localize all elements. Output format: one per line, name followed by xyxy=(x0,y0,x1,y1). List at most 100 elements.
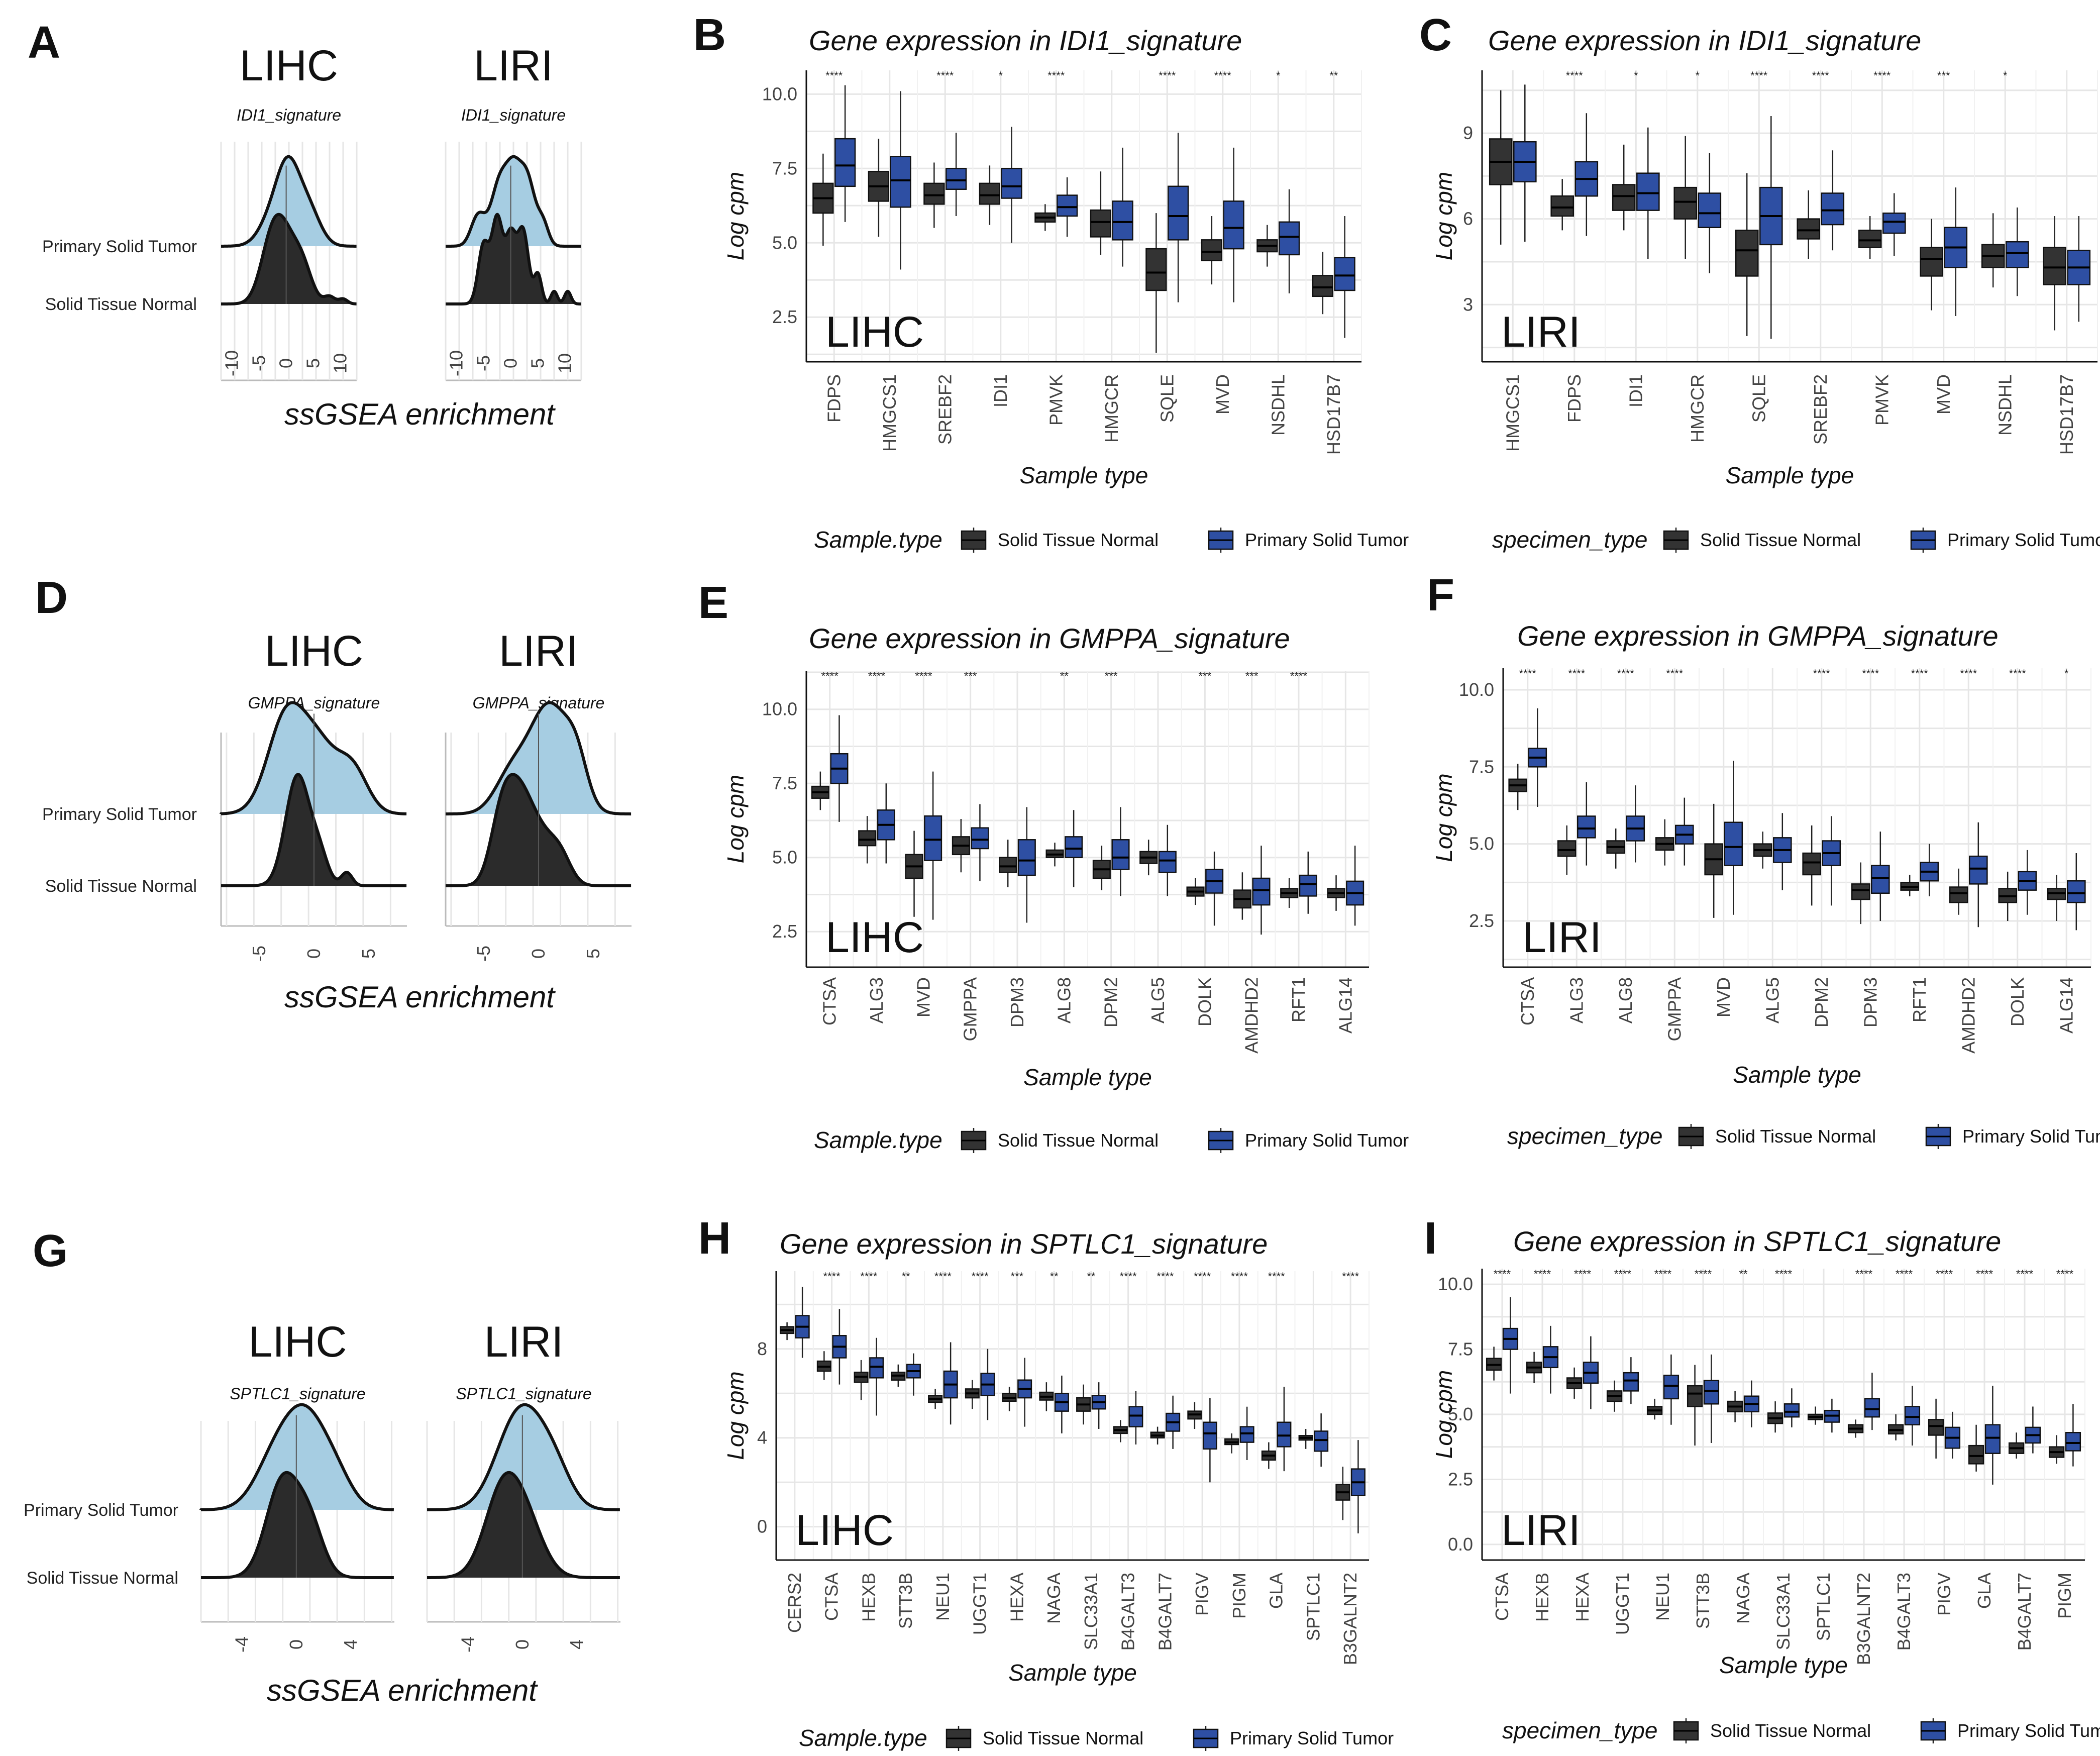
normal-box xyxy=(1928,1419,1944,1436)
significance-label: **** xyxy=(1534,1268,1551,1280)
x-tick-label: ALG3 xyxy=(866,977,887,1023)
normal-box xyxy=(1145,248,1167,291)
normal-box xyxy=(1312,275,1333,297)
x-tick-label: HMGCR xyxy=(1687,374,1708,443)
significance-label: **** xyxy=(1855,1268,1873,1280)
y-axis-title: Log cpm xyxy=(722,1371,749,1460)
y-tick-label: 2.5 xyxy=(772,921,797,942)
tumor-density-line xyxy=(220,701,407,815)
x-axis-title: ssGSEA enrichment xyxy=(267,1674,538,1707)
legend: Sample.type Solid Tissue Normal Primary So… xyxy=(814,1127,1409,1153)
x-tick-label: DPM2 xyxy=(1101,977,1121,1027)
legend-title: Sample.type xyxy=(814,527,942,553)
x-tick-label: CERS2 xyxy=(784,1573,805,1633)
panel-label: E xyxy=(698,578,728,628)
row-label: Primary Solid Tumor xyxy=(42,805,197,824)
y-tick-label: 7.5 xyxy=(772,773,797,793)
x-tick-label: HSD17B7 xyxy=(1323,374,1344,455)
x-tick-label: 0 xyxy=(276,358,296,368)
x-tick-label: HMGCR xyxy=(1101,374,1122,443)
ridge-panel-G: G Primary Solid Tumor Solid Tissue Normal L… xyxy=(24,1226,620,1707)
significance-label: **** xyxy=(2056,1268,2074,1280)
x-tick-label: STT3B xyxy=(1693,1573,1713,1629)
tumor-box xyxy=(1703,1380,1720,1405)
tumor-box xyxy=(1057,194,1078,217)
normal-box xyxy=(1090,209,1111,238)
x-tick-label: B3GALNT2 xyxy=(1340,1573,1360,1665)
x-tick-label: UGGT1 xyxy=(1612,1573,1633,1635)
inset-label: LIRI xyxy=(1522,913,1602,962)
normal-box xyxy=(923,182,945,205)
x-tick-label: 4 xyxy=(566,1639,587,1649)
ridge-facet: LIHC GMPPA_signature -5 0 5 xyxy=(220,627,407,962)
y-tick-label: 10.0 xyxy=(1438,1274,1473,1294)
significance-label: **** xyxy=(1268,1270,1286,1283)
normal-density xyxy=(446,214,581,304)
significance-label: **** xyxy=(1775,1268,1793,1280)
y-tick-label: 2.5 xyxy=(1448,1469,1473,1489)
tumor-box xyxy=(1001,168,1022,199)
x-tick-label: HEXA xyxy=(1572,1573,1593,1622)
ridge-panel-D: D Primary Solid Tumor Solid Tissue Normal L… xyxy=(35,573,632,1014)
x-axis-title: Sample type xyxy=(1733,1062,1861,1088)
x-tick-label: SQLE xyxy=(1748,374,1769,423)
tumor-density xyxy=(446,156,581,246)
x-tick-label: AMDHD2 xyxy=(1241,977,1262,1054)
significance-label: **** xyxy=(972,1270,989,1283)
significance-label: **** xyxy=(1214,69,1232,82)
tumor-box xyxy=(890,156,911,208)
legend-title: Sample.type xyxy=(799,1725,927,1751)
legend-label-tumor: Primary Solid Tumor xyxy=(1957,1720,2100,1741)
x-tick-label: PIGV xyxy=(1192,1573,1212,1616)
chart-title: Gene expression in SPTLC1_signature xyxy=(780,1228,1268,1260)
significance-label: **** xyxy=(1960,667,1977,680)
x-tick-label: DOLK xyxy=(2007,977,2028,1026)
y-axis-title: Log cpm xyxy=(722,775,749,863)
y-tick-label: 5.0 xyxy=(1448,1404,1473,1424)
normal-box xyxy=(999,857,1017,873)
x-tick-label: PMVK xyxy=(1871,374,1892,426)
legend-label-normal: Solid Tissue Normal xyxy=(1710,1720,1871,1741)
tumor-box xyxy=(1984,1424,2001,1454)
tumor-box xyxy=(1128,1406,1143,1427)
panel-label: I xyxy=(1424,1213,1437,1264)
significance-label: **** xyxy=(1750,69,1768,82)
significance-label: **** xyxy=(1614,1268,1632,1280)
significance-label: **** xyxy=(1342,1270,1359,1283)
y-axis-title: Log cpm xyxy=(1431,1370,1457,1459)
normal-box xyxy=(1557,840,1577,857)
significance-label: *** xyxy=(964,670,977,682)
y-tick-label: 10.0 xyxy=(762,699,797,719)
x-tick-label: HEXA xyxy=(1006,1573,1027,1622)
normal-box xyxy=(1802,852,1821,876)
x-tick-label: NAGA xyxy=(1043,1573,1064,1624)
significance-label: *** xyxy=(1011,1270,1024,1283)
significance-label: ** xyxy=(1060,670,1069,682)
box-panel-I: I Gene expression in SPTLC1_signature 0.0 2… xyxy=(1424,1213,2100,1743)
significance-label: **** xyxy=(2016,1268,2034,1280)
normal-box xyxy=(979,182,1000,205)
tumor-box xyxy=(2067,880,2086,903)
tumor-box xyxy=(1314,1430,1329,1452)
significance-label: **** xyxy=(1574,1268,1592,1280)
tumor-box xyxy=(1111,839,1130,870)
normal-density-line xyxy=(220,213,358,305)
x-tick-label: AMDHD2 xyxy=(1958,977,1978,1054)
x-tick-label: -5 xyxy=(473,946,494,962)
x-tick-label: HSD17B7 xyxy=(2056,374,2077,455)
legend-label-tumor: Primary Solid Tumor xyxy=(1245,530,1409,550)
tumor-box xyxy=(1065,836,1083,858)
x-axis-title: Sample type xyxy=(1726,462,1854,488)
normal-box xyxy=(1968,1444,1984,1465)
x-tick-label: SPTLC1 xyxy=(1303,1573,1323,1641)
x-tick-label: 0 xyxy=(528,949,549,959)
significance-label: **** xyxy=(1566,69,1584,82)
row-label: Solid Tissue Normal xyxy=(45,295,197,314)
tumor-box xyxy=(1239,1426,1254,1443)
significance-label: *** xyxy=(1105,670,1118,682)
tumor-density xyxy=(201,1404,394,1510)
significance-label: **** xyxy=(868,670,886,682)
x-tick-label: DPM3 xyxy=(1860,977,1880,1027)
box-panel-H: H Gene expression in SPTLC1_signature048L… xyxy=(698,1213,1394,1751)
significance-label: **** xyxy=(1159,69,1176,82)
